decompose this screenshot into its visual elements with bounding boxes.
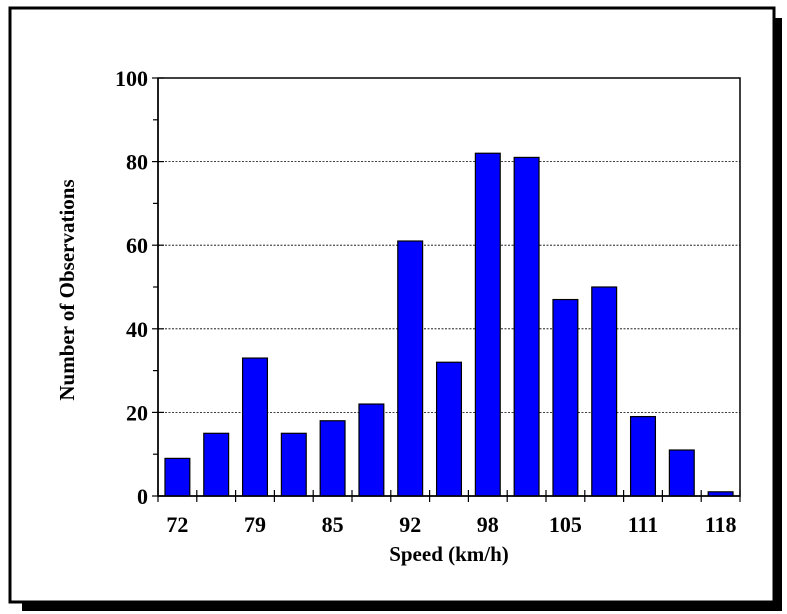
bar [203,432,230,497]
x-tick-label: 105 [549,512,582,537]
y-axis-ticks: 0 20 40 60 80 100 [115,66,164,509]
x-tick-label: 85 [322,512,344,537]
x-tick-label: 111 [628,512,659,537]
y-tick-label: 80 [126,150,148,175]
bar [358,403,385,497]
y-tick-label: 40 [126,317,148,342]
bar [280,432,307,497]
bar [474,152,501,497]
y-tick-label: 60 [126,233,148,258]
bar [668,449,695,497]
bar [513,156,540,497]
y-tick-label: 100 [115,66,148,91]
x-tick-label: 79 [244,512,266,537]
bar [397,240,424,497]
bar [552,298,579,497]
x-tick-label: 118 [705,512,737,537]
bar [435,361,463,497]
bar [629,415,657,497]
x-axis-title: Speed (km/h) [389,542,509,566]
y-tick-label: 20 [126,400,148,425]
y-tick-label: 0 [137,484,148,509]
bar [591,286,618,497]
bar [241,357,269,497]
x-tick-label: 98 [477,512,499,537]
bar [164,457,191,497]
x-axis-ticks: 72 79 85 92 98 105 111 118 [157,490,741,537]
x-tick-label: 92 [399,512,421,537]
bar [319,420,346,497]
x-tick-label: 72 [166,512,188,537]
y-axis-title: Number of Observations [55,179,79,400]
